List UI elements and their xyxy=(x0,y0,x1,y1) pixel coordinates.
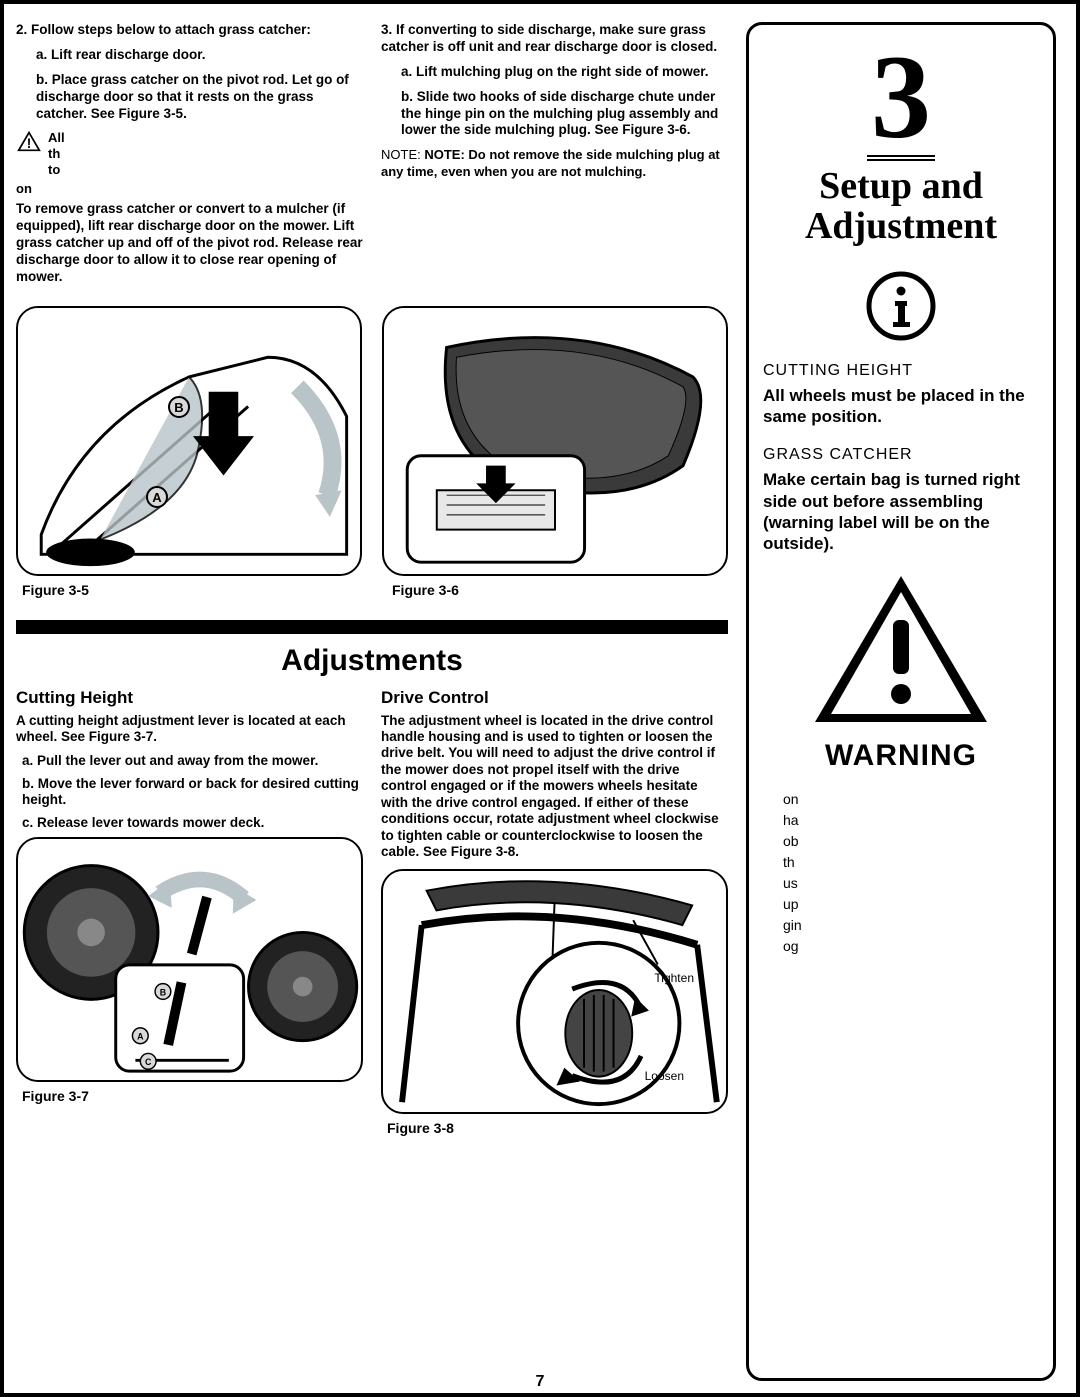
remove-catcher-paragraph: To remove grass catcher or convert to a … xyxy=(16,201,363,285)
step-2a: a. Lift rear discharge door. xyxy=(16,47,363,64)
section-number: 3 xyxy=(763,43,1039,161)
grass-catcher-instructions: 2. Follow steps below to attach grass ca… xyxy=(16,22,363,294)
svg-text:C: C xyxy=(145,1058,152,1068)
cutting-step-a: a. Pull the lever out and away from the … xyxy=(16,753,363,769)
svg-text:A: A xyxy=(137,1032,144,1042)
section-title: Setup and Adjustment xyxy=(763,167,1039,247)
mulching-note: NOTE: NOTE: Do not remove the side mulch… xyxy=(381,147,728,180)
step-2: 2. Follow steps below to attach grass ca… xyxy=(16,22,363,39)
step-3: 3. If converting to side discharge, make… xyxy=(381,22,728,56)
garble-line: us xyxy=(783,873,1039,894)
drive-control-title: Drive Control xyxy=(381,688,728,709)
warning-triangle-large-icon xyxy=(811,572,991,727)
grass-catcher-heading: GRASS CATCHER xyxy=(763,445,1039,465)
warning-text-garbled: on ha ob th us up gin og xyxy=(763,789,1039,957)
cutting-height-section: Cutting Height A cutting height adjustme… xyxy=(16,688,363,1137)
figure-3-7-caption: Figure 3-7 xyxy=(16,1088,363,1105)
warning-triangle-icon: ! xyxy=(16,130,42,152)
drive-control-body: The adjustment wheel is located in the d… xyxy=(381,713,728,861)
section-title-line2: Adjustment xyxy=(763,207,1039,247)
figure-3-6 xyxy=(382,306,728,576)
figure-3-8: Tighten Loosen xyxy=(381,869,728,1114)
garble-line: up xyxy=(783,894,1039,915)
figure-3-6-caption: Figure 3-6 xyxy=(382,582,728,598)
info-icon xyxy=(866,271,936,341)
warning-label: WARNING xyxy=(763,737,1039,775)
step-3b: b. Slide two hooks of side discharge chu… xyxy=(381,89,728,140)
step-3a: a. Lift mulching plug on the right side … xyxy=(381,64,728,81)
figure-3-5: B A xyxy=(16,306,362,576)
figure-row-1: B A Figure 3-5 xyxy=(16,306,728,598)
figure-3-7: B A C xyxy=(16,837,363,1082)
adjustments-heading: Adjustments xyxy=(16,644,728,678)
section-title-line1: Setup and xyxy=(763,167,1039,207)
garble-line: ha xyxy=(783,810,1039,831)
side-discharge-instructions: 3. If converting to side discharge, make… xyxy=(381,22,728,294)
top-instruction-columns: 2. Follow steps below to attach grass ca… xyxy=(16,22,728,294)
callout-b: B xyxy=(168,396,190,418)
tighten-label: Tighten xyxy=(654,971,694,986)
svg-text:!: ! xyxy=(27,136,32,151)
cutting-height-heading: CUTTING HEIGHT xyxy=(763,361,1039,381)
cutting-step-c: c. Release lever towards mower deck. xyxy=(16,815,363,831)
inline-warning-row: ! All th to xyxy=(16,130,363,177)
note-text: NOTE: Do not remove the side mulching pl… xyxy=(381,147,720,178)
step-2b: b. Place grass catcher on the pivot rod.… xyxy=(16,72,363,123)
section-number-value: 3 xyxy=(867,43,935,161)
grass-catcher-note: Make certain bag is turned right side ou… xyxy=(763,469,1039,554)
drive-control-section: Drive Control The adjustment wheel is lo… xyxy=(381,688,728,1137)
garble-line: og xyxy=(783,936,1039,957)
svg-text:B: B xyxy=(160,988,166,998)
main-column: 2. Follow steps below to attach grass ca… xyxy=(16,22,736,1381)
garble-line: ob xyxy=(783,831,1039,852)
figure-3-8-caption: Figure 3-8 xyxy=(381,1120,728,1137)
cutting-intro: A cutting height adjustment lever is loc… xyxy=(16,713,363,746)
cutting-height-title: Cutting Height xyxy=(16,688,363,709)
figure-3-5-caption: Figure 3-5 xyxy=(16,582,362,598)
cutting-height-note: All wheels must be placed in the same po… xyxy=(763,385,1039,428)
garble-line: on xyxy=(16,181,363,197)
garble-line: th xyxy=(783,852,1039,873)
garble-line: gin xyxy=(783,915,1039,936)
callout-a: A xyxy=(146,486,168,508)
manual-page: 2. Follow steps below to attach grass ca… xyxy=(0,0,1080,1397)
garble-line: th xyxy=(48,146,65,162)
cutting-step-b: b. Move the lever forward or back for de… xyxy=(16,776,363,809)
garble-line: All xyxy=(48,130,65,146)
sidebar-panel: 3 Setup and Adjustment CUTTING HEIGHT Al… xyxy=(746,22,1056,1381)
loosen-label: Loosen xyxy=(645,1069,684,1084)
garble-line: on xyxy=(783,789,1039,810)
adjustments-columns: Cutting Height A cutting height adjustme… xyxy=(16,688,728,1137)
section-divider xyxy=(16,620,728,634)
page-number: 7 xyxy=(0,1373,1080,1391)
garble-line: to xyxy=(48,162,65,178)
